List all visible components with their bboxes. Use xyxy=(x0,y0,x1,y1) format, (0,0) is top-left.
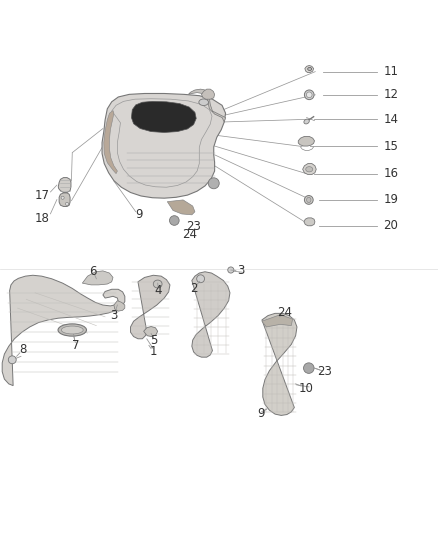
Ellipse shape xyxy=(199,99,208,106)
Text: 8: 8 xyxy=(19,343,26,356)
Polygon shape xyxy=(59,193,70,206)
Text: 10: 10 xyxy=(299,382,314,395)
Polygon shape xyxy=(262,313,297,415)
Text: 6: 6 xyxy=(89,265,97,278)
Ellipse shape xyxy=(307,92,312,98)
Text: 3: 3 xyxy=(237,264,244,277)
Polygon shape xyxy=(2,275,125,386)
Polygon shape xyxy=(262,314,293,327)
Ellipse shape xyxy=(304,119,309,124)
Polygon shape xyxy=(82,271,113,285)
Text: 3: 3 xyxy=(110,309,117,322)
Text: 24: 24 xyxy=(182,228,197,241)
Ellipse shape xyxy=(65,203,68,205)
Polygon shape xyxy=(305,66,314,72)
Text: 23: 23 xyxy=(186,220,201,233)
Text: 9: 9 xyxy=(135,208,143,221)
Polygon shape xyxy=(104,110,117,174)
Text: 24: 24 xyxy=(277,306,292,319)
Text: 5: 5 xyxy=(151,334,158,346)
Polygon shape xyxy=(188,89,226,122)
Text: 14: 14 xyxy=(383,113,398,126)
Ellipse shape xyxy=(153,280,162,288)
Text: 11: 11 xyxy=(383,65,398,78)
Text: 12: 12 xyxy=(383,88,398,101)
Polygon shape xyxy=(114,301,125,311)
Ellipse shape xyxy=(306,167,313,172)
Ellipse shape xyxy=(307,197,311,203)
Ellipse shape xyxy=(307,68,311,70)
Text: 17: 17 xyxy=(35,189,50,201)
Text: 20: 20 xyxy=(383,219,398,232)
Polygon shape xyxy=(167,200,195,215)
Ellipse shape xyxy=(304,196,313,204)
Polygon shape xyxy=(192,272,230,357)
Text: 16: 16 xyxy=(383,167,398,180)
Text: 15: 15 xyxy=(383,140,398,153)
Text: 7: 7 xyxy=(72,339,80,352)
Text: 4: 4 xyxy=(155,284,162,297)
Text: 2: 2 xyxy=(190,282,198,295)
Polygon shape xyxy=(303,164,316,174)
Ellipse shape xyxy=(8,356,16,364)
Ellipse shape xyxy=(304,363,314,374)
Text: 9: 9 xyxy=(257,407,265,419)
Ellipse shape xyxy=(61,326,83,334)
Ellipse shape xyxy=(61,196,64,199)
Ellipse shape xyxy=(208,178,219,189)
Polygon shape xyxy=(201,89,215,99)
Text: 18: 18 xyxy=(35,212,50,225)
Polygon shape xyxy=(102,93,226,198)
Ellipse shape xyxy=(197,275,205,282)
Ellipse shape xyxy=(170,216,179,225)
Ellipse shape xyxy=(304,90,314,100)
Polygon shape xyxy=(58,177,71,192)
Polygon shape xyxy=(131,101,196,133)
Polygon shape xyxy=(298,136,314,146)
Ellipse shape xyxy=(58,324,87,336)
Polygon shape xyxy=(131,275,170,339)
Text: 19: 19 xyxy=(383,193,398,206)
Polygon shape xyxy=(304,218,315,226)
Text: 1: 1 xyxy=(149,345,157,358)
Text: 23: 23 xyxy=(318,365,332,378)
Ellipse shape xyxy=(228,267,234,273)
Polygon shape xyxy=(144,327,158,336)
